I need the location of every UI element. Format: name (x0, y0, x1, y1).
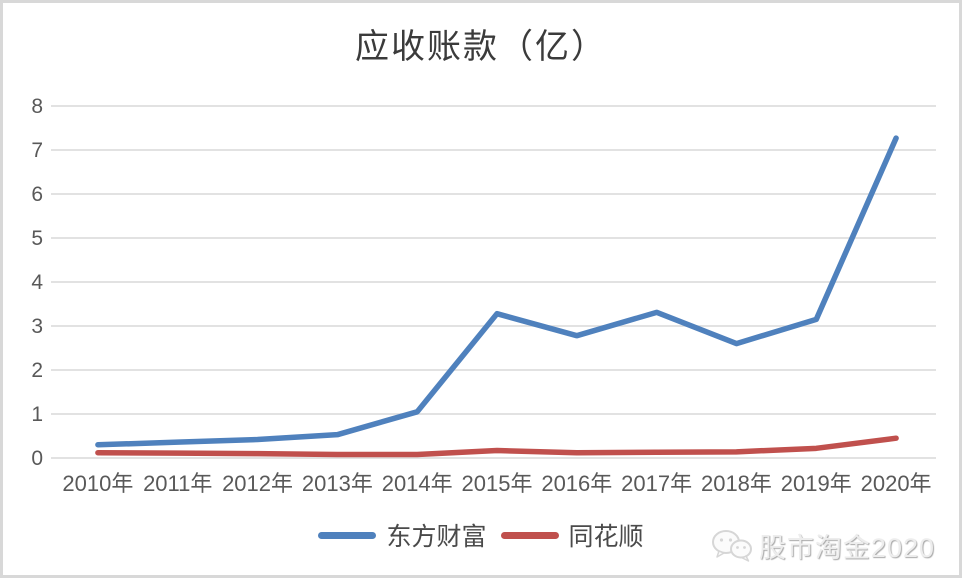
x-tick-label: 2014年 (382, 471, 453, 496)
y-tick-label: 7 (31, 139, 43, 162)
y-tick-label: 1 (31, 403, 43, 426)
x-tick-label: 2013年 (302, 471, 373, 496)
wechat-icon (711, 529, 752, 562)
y-tick-label: 5 (31, 227, 43, 250)
legend-item-1: 同花顺 (500, 517, 644, 553)
y-tick-label: 3 (31, 315, 43, 338)
x-tick-label: 2015年 (462, 471, 533, 496)
watermark: 股市淘金2020 (711, 526, 935, 565)
x-tick-label: 2020年 (861, 471, 932, 496)
series-line-1 (95, 435, 899, 458)
x-tick-label: 2011年 (143, 471, 212, 496)
series-line-0 (95, 135, 899, 448)
x-tick-label: 2019年 (781, 471, 852, 496)
x-tick-label: 2018年 (701, 471, 772, 496)
y-tick-label: 2 (31, 359, 43, 382)
y-tick-label: 6 (31, 183, 43, 206)
legend: 东方财富 同花顺 (3, 517, 959, 553)
y-tick-label: 8 (31, 95, 43, 118)
x-tick-label: 2017年 (621, 471, 692, 496)
legend-label-tonghuashun: 同花顺 (568, 524, 644, 551)
watermark-text: 股市淘金2020 (758, 533, 935, 563)
legend-swatch-tonghuashun (500, 531, 559, 539)
y-tick-label: 4 (31, 271, 43, 294)
legend-swatch-dongfangcaifu (318, 531, 377, 539)
legend-label-dongfangcaifu: 东方财富 (386, 524, 487, 551)
chart-title: 应收账款（亿） (355, 29, 607, 66)
y-axis-labels: 0 1 2 3 4 5 6 7 8 (31, 95, 43, 470)
x-tick-label: 2010年 (62, 471, 133, 496)
y-tick-label: 0 (31, 447, 43, 470)
gridlines (51, 105, 936, 459)
legend-item-0: 东方财富 (318, 517, 487, 553)
x-tick-label: 2016年 (541, 471, 612, 496)
x-tick-label: 2012年 (222, 471, 293, 496)
x-axis-labels: 2010年 2011年 2012年 2013年 2014年 2015年 2016年 2017年… (62, 471, 931, 496)
